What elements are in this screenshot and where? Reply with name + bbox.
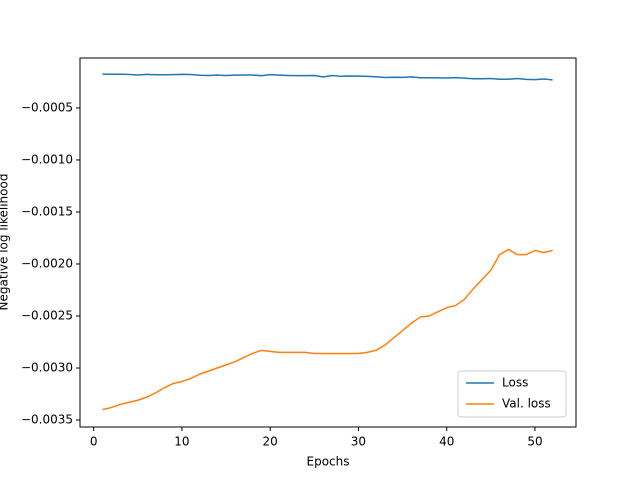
- x-tick-label: 50: [527, 435, 542, 449]
- x-tick-label: 30: [351, 435, 366, 449]
- legend-label: Loss: [502, 376, 528, 390]
- x-tick-label: 20: [263, 435, 278, 449]
- y-tick-label: −0.0025: [21, 308, 73, 322]
- line-series: [102, 248, 553, 411]
- line-series: [102, 73, 553, 81]
- plot-frame: [79, 57, 577, 428]
- y-tick-label: −0.0030: [21, 361, 73, 375]
- x-tick-label: 0: [90, 435, 98, 449]
- y-axis-label: Negative log likelihood: [0, 174, 11, 311]
- legend-label: Val. loss: [502, 397, 551, 411]
- y-tick-label: −0.0015: [21, 204, 73, 218]
- y-tick-label: −0.0020: [21, 256, 73, 270]
- x-tick-label: 40: [439, 435, 454, 449]
- y-tick-label: −0.0010: [21, 152, 73, 166]
- y-tick-label: −0.0005: [21, 100, 73, 114]
- y-tick-label: −0.0035: [21, 413, 73, 427]
- x-axis-label: Epochs: [307, 455, 350, 469]
- x-tick-label: 10: [174, 435, 189, 449]
